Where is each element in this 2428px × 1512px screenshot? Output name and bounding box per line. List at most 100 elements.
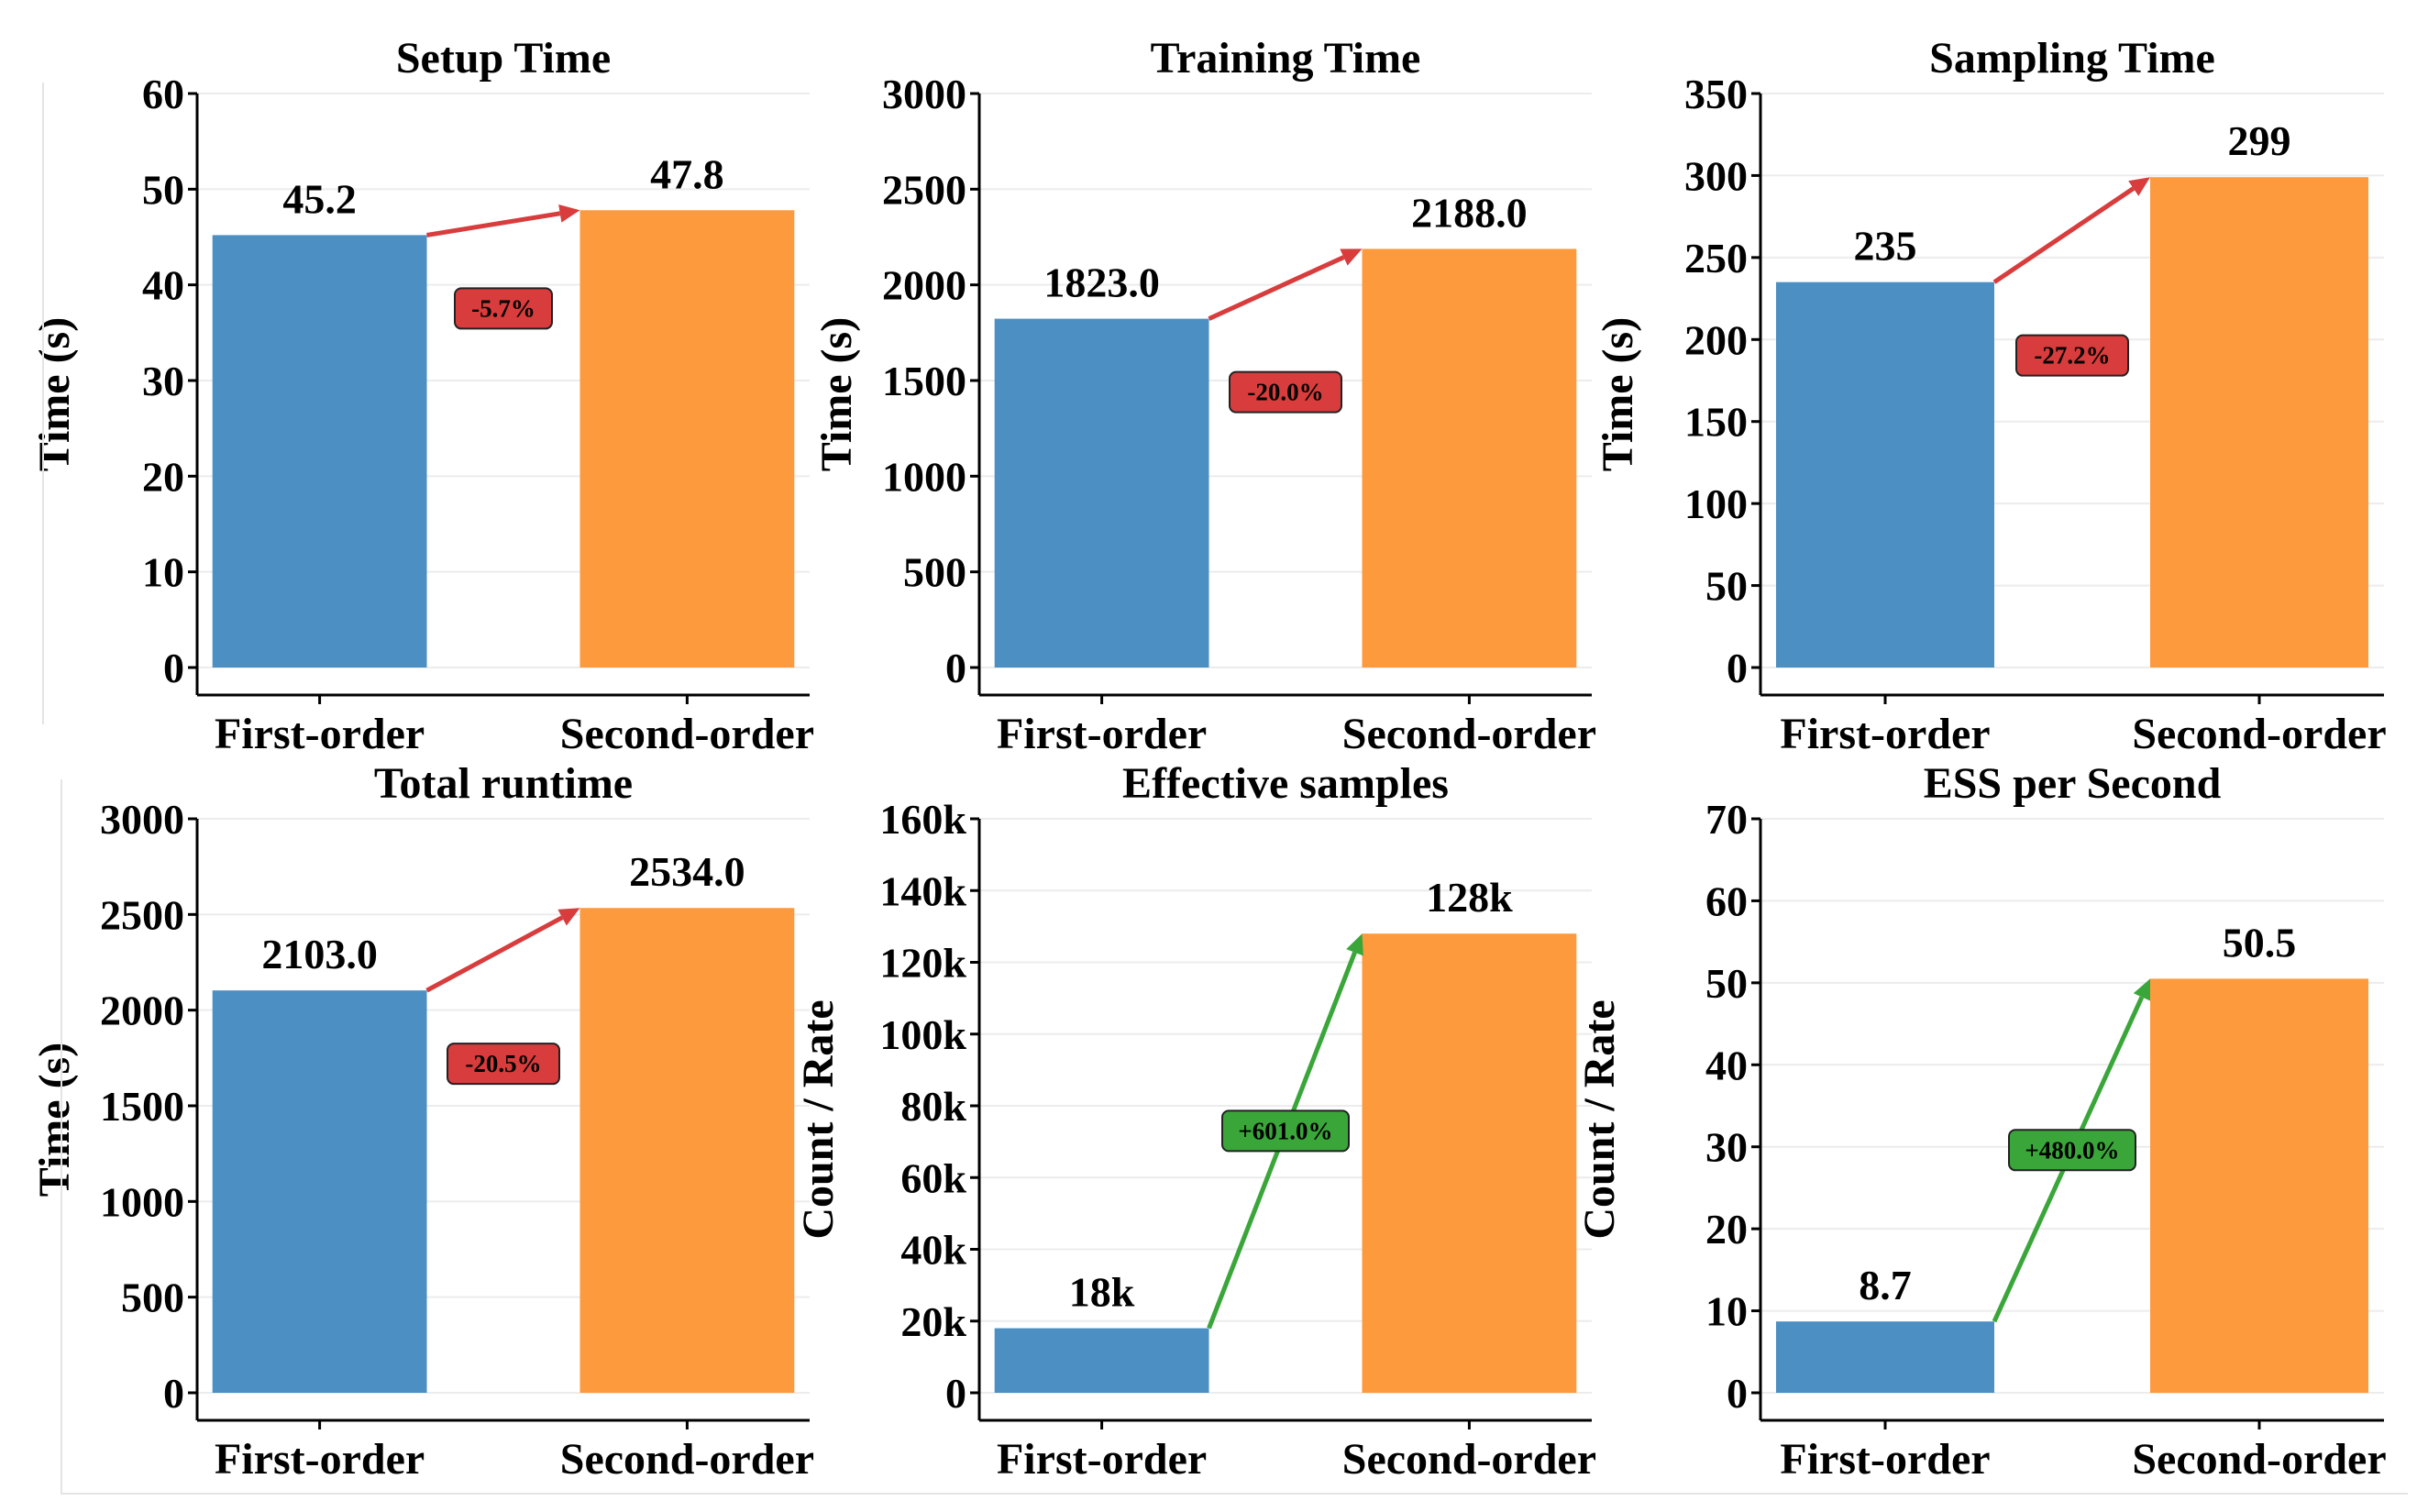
x-tick-label: Second-order: [1342, 1435, 1596, 1484]
y-tick-label: 2000: [100, 988, 184, 1034]
y-tick-label: 40: [1705, 1042, 1748, 1088]
change-arrow-head: [558, 204, 580, 223]
x-tick-label: First-order: [997, 710, 1207, 758]
data-label: 2188.0: [1411, 189, 1528, 236]
y-tick-label: 40: [142, 262, 184, 309]
y-tick-label: 2500: [100, 891, 184, 938]
frame-line-left: [42, 83, 44, 724]
change-badge-label: +601.0%: [1238, 1117, 1332, 1144]
y-tick-label: 60: [1705, 877, 1748, 924]
bar-first-order: [1776, 281, 1994, 668]
y-tick-label: 0: [163, 1370, 184, 1417]
bar-second-order: [1362, 248, 1577, 668]
data-label: 2103.0: [261, 931, 378, 977]
chart-title: Training Time: [1151, 34, 1421, 83]
y-tick-label: 1000: [882, 453, 966, 500]
data-label: 50.5: [2223, 919, 2297, 966]
y-tick-label: 0: [945, 1370, 966, 1417]
x-tick-label: Second-order: [560, 1435, 814, 1484]
change-arrow: [1208, 255, 1345, 321]
change-arrow-head: [557, 908, 580, 926]
change-arrow-head: [1346, 933, 1363, 956]
chart-panel-2: 235 299 0 50 100 150 200 250 300 350 First-order Se…: [1594, 34, 2387, 758]
y-tick-label: 500: [121, 1275, 184, 1321]
y-tick-label: 10: [1705, 1288, 1748, 1335]
x-tick-label: Second-order: [2132, 1435, 2386, 1484]
y-tick-label: 100: [1684, 480, 1748, 527]
bar-second-order: [579, 908, 795, 1393]
y-tick-label: 1500: [882, 358, 966, 404]
x-tick-label: Second-order: [560, 710, 814, 758]
y-tick-label: 3000: [100, 796, 184, 843]
bar-first-order: [212, 235, 427, 668]
change-arrow: [426, 211, 561, 237]
change-badge-label: +480.0%: [2025, 1136, 2119, 1164]
data-label: 128k: [1426, 874, 1513, 921]
y-tick-label: 0: [1727, 645, 1748, 691]
change-badge-label: -27.2%: [2034, 342, 2110, 370]
frame-line-bottom: [61, 1493, 2408, 1495]
bar-first-order: [994, 318, 1209, 668]
y-tick-label: 160k: [879, 796, 966, 843]
change-arrow-head: [1340, 248, 1363, 266]
y-axis-label: Time (s): [30, 317, 79, 471]
data-label: 8.7: [1859, 1262, 1912, 1308]
data-label: 2534.0: [629, 848, 745, 895]
y-tick-label: 1000: [100, 1178, 184, 1225]
x-tick-label: First-order: [997, 1435, 1207, 1484]
y-tick-label: 100k: [879, 1011, 966, 1058]
y-axis-label: Time (s): [30, 1043, 79, 1197]
change-badge: [454, 287, 553, 330]
y-tick-label: 20: [142, 453, 184, 500]
chart-panel-5: 8.7 50.5 0 10 20 30 40 50 60 70 First-order Second-…: [1575, 759, 2387, 1484]
y-tick-label: 140k: [879, 867, 966, 914]
y-axis-label: Time (s): [1594, 317, 1642, 471]
bar-second-order: [579, 210, 795, 668]
y-tick-label: 500: [903, 549, 966, 596]
frame-line-left-lower: [61, 779, 62, 1495]
y-axis-label: Count / Rate: [794, 999, 843, 1239]
bar-second-order: [2150, 177, 2368, 668]
y-tick-label: 250: [1684, 235, 1748, 281]
y-tick-label: 2500: [882, 166, 966, 213]
chart-title: ESS per Second: [1924, 759, 2222, 808]
data-label: 18k: [1069, 1269, 1135, 1316]
y-axis-label: Count / Rate: [1575, 999, 1624, 1239]
y-axis-label: Time (s): [812, 317, 861, 471]
y-tick-label: 20: [1705, 1206, 1748, 1253]
y-tick-label: 70: [1705, 796, 1748, 843]
bar-first-order: [994, 1328, 1209, 1393]
change-badge-label: -20.5%: [465, 1050, 541, 1077]
chart-title: Sampling Time: [1929, 34, 2215, 83]
y-tick-label: 30: [1705, 1124, 1748, 1171]
bar-second-order: [2150, 978, 2368, 1393]
y-tick-label: 200: [1684, 316, 1748, 363]
y-tick-label: 60k: [900, 1154, 966, 1201]
y-tick-label: 2000: [882, 262, 966, 309]
change-badge: [2015, 334, 2129, 377]
data-label: 1823.0: [1043, 259, 1160, 306]
y-tick-label: 3000: [882, 71, 966, 117]
chart-title: Total runtime: [374, 759, 633, 808]
data-label: 299: [2228, 117, 2291, 164]
y-tick-label: 60: [142, 71, 184, 117]
x-tick-label: Second-order: [1342, 710, 1596, 758]
change-badge-label: -5.7%: [471, 294, 535, 322]
change-badge: [2008, 1129, 2136, 1172]
x-tick-label: First-order: [215, 710, 425, 758]
x-tick-label: Second-order: [2132, 710, 2386, 758]
chart-panel-0: 45.2 47.8 0 10 20 30 40 50 60 First-order Second-o…: [30, 34, 814, 758]
data-label: 45.2: [282, 175, 357, 222]
change-arrow-head: [2133, 978, 2150, 1001]
x-tick-label: First-order: [1780, 710, 1990, 758]
y-tick-label: 0: [1727, 1370, 1748, 1417]
y-tick-label: 350: [1684, 71, 1748, 117]
bar-first-order: [212, 990, 427, 1393]
y-tick-label: 50: [142, 166, 184, 213]
y-tick-label: 300: [1684, 152, 1748, 199]
chart-panel-1: 1823.0 2188.0 0 500 1000 1500 2000 2500 3000 Firs…: [812, 34, 1596, 758]
y-tick-label: 150: [1684, 399, 1748, 446]
change-badge: [447, 1043, 560, 1086]
chart-panel-3: 2103.0 2534.0 0 500 1000 1500 2000 2500 3000 Firs…: [30, 759, 814, 1484]
